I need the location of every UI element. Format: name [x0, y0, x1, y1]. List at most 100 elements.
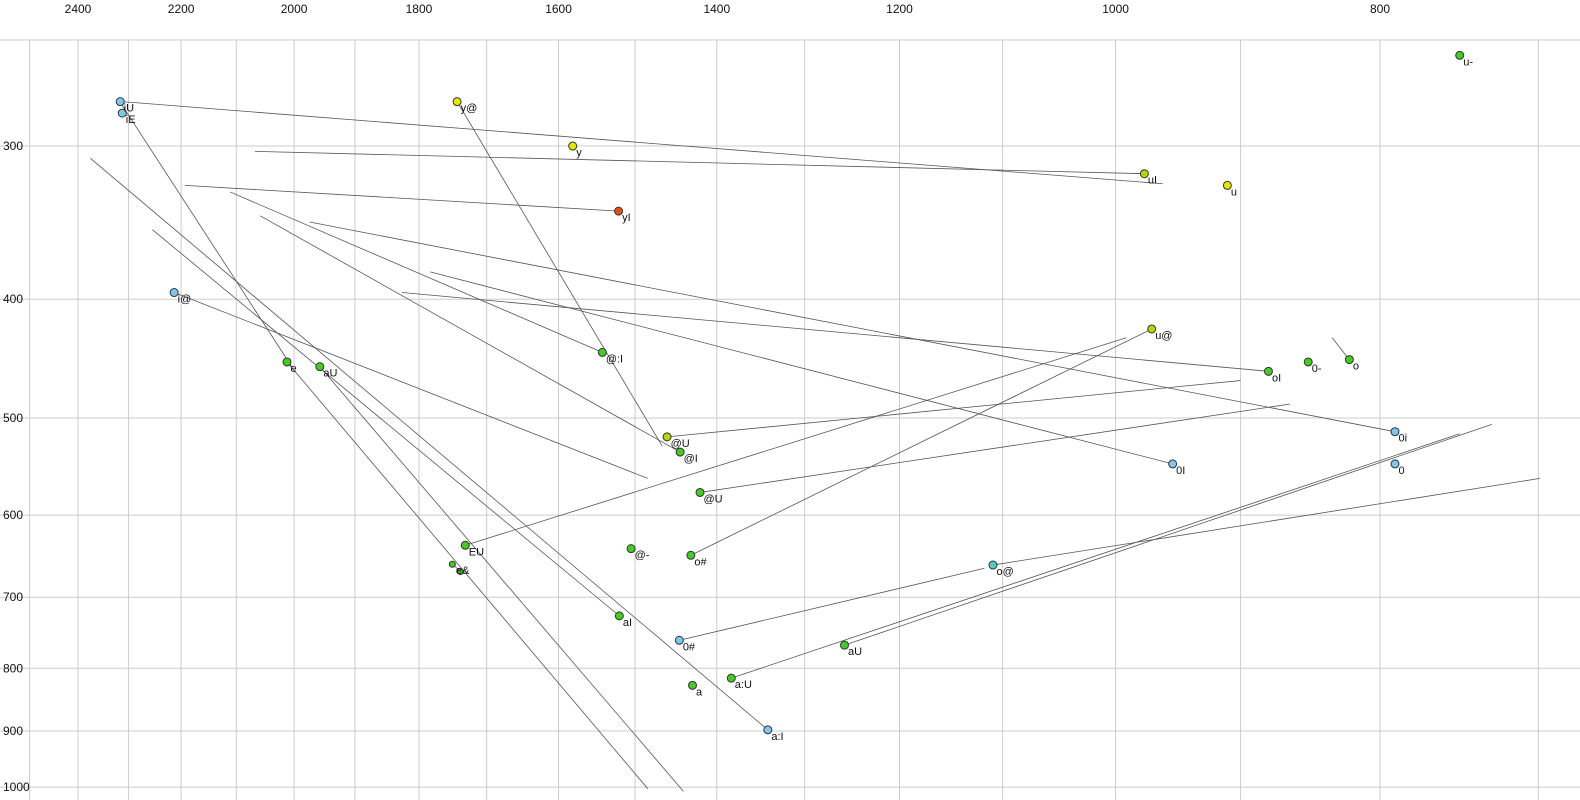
vowel-point--u[interactable]: [695, 487, 705, 497]
point-label-o-: o@: [996, 566, 1013, 578]
vowel-point-y-[interactable]: [452, 97, 462, 107]
vowel-point-i-[interactable]: [169, 288, 179, 298]
y-tick-label: 600: [3, 508, 23, 522]
trajectory-line: [173, 292, 648, 479]
point-label-au: aU: [848, 646, 862, 658]
point-label-yi: yI: [622, 212, 631, 224]
vowel-point-iu[interactable]: [115, 97, 125, 107]
grid-layer: [0, 39, 1580, 800]
vowel-point-au[interactable]: [315, 362, 325, 372]
trajectory-line: [260, 215, 681, 453]
trajectory-line: [430, 271, 1173, 465]
point-label--u: @U: [704, 493, 723, 505]
vowel-point-au[interactable]: [840, 640, 850, 650]
vowel-point--u[interactable]: [662, 432, 672, 442]
vowel-point-y[interactable]: [568, 141, 578, 151]
vowel-point-ai[interactable]: [614, 611, 624, 621]
vowel-point-u-[interactable]: [1147, 324, 1157, 334]
vowel-point-0i[interactable]: [1390, 427, 1400, 437]
trajectory-line: [731, 433, 1460, 679]
y-tick-label: 900: [3, 724, 23, 738]
vowel-point-ie[interactable]: [117, 108, 127, 118]
trajectory-line: [465, 337, 1127, 546]
trajectory-line: [699, 403, 1291, 493]
vowel-point-0[interactable]: [1390, 459, 1400, 469]
trajectory-line: [690, 328, 1152, 556]
trajectory-line: [1331, 337, 1350, 360]
trajectory-line: [844, 424, 1492, 646]
trajectory-line: [152, 229, 620, 617]
x-tick-label: 1000: [1102, 2, 1129, 16]
trajectory-line: [122, 101, 1163, 185]
point-label-a-u: a:U: [735, 679, 752, 691]
point-label-o-: o#: [694, 556, 707, 568]
point-layer: [115, 50, 1465, 735]
vowel-point-o-[interactable]: [988, 560, 998, 570]
trajectory-line: [121, 105, 293, 367]
vowel-point-o-[interactable]: [686, 550, 696, 560]
vowel-point-a-i[interactable]: [763, 725, 773, 735]
vowel-point-ui[interactable]: [1139, 169, 1149, 179]
trajectory-line: [286, 361, 649, 789]
vowel-point-u-[interactable]: [1455, 50, 1465, 60]
point-label-ui: uI: [1148, 175, 1157, 187]
trajectory-line: [184, 184, 619, 212]
x-tick-label: 2000: [281, 2, 308, 16]
vowel-point--i[interactable]: [675, 447, 685, 457]
vowel-point-oi[interactable]: [1263, 366, 1273, 376]
y-tick-label: 1000: [3, 780, 30, 794]
point-label-0-: 0#: [683, 641, 696, 653]
trajectory-line: [401, 292, 1269, 372]
point-label-a-i: a:I: [771, 731, 783, 743]
point-label-e: e: [290, 363, 296, 375]
point-label-e-: e&: [456, 565, 470, 577]
point-label-0: 0: [1398, 465, 1404, 477]
point-label-y-: y@: [461, 103, 478, 115]
y-tick-label: 300: [3, 139, 23, 153]
trajectory-line: [667, 380, 1241, 438]
vowel-point-a-u[interactable]: [726, 673, 736, 683]
point-label-0i: 0I: [1176, 465, 1185, 477]
point-label-u: u: [1231, 186, 1237, 198]
y-tick-label: 700: [3, 590, 23, 604]
point-label-iu: iU: [124, 103, 134, 115]
y-tick-label: 500: [3, 411, 23, 425]
vowel-point-unlabeled[interactable]: [457, 567, 465, 575]
trajectory-line: [319, 366, 684, 792]
vowel-point-u[interactable]: [1222, 180, 1232, 190]
vowel-point--i[interactable]: [597, 347, 607, 357]
point-label-o: o: [1353, 361, 1359, 373]
point-label--u: @U: [671, 438, 690, 450]
vowel-point-0i[interactable]: [1168, 459, 1178, 469]
y-tick-label: 400: [3, 292, 23, 306]
point-label-u-: u-: [1463, 56, 1473, 68]
vowel-point-0-[interactable]: [1303, 357, 1313, 367]
vowel-point-e[interactable]: [282, 357, 292, 367]
x-tick-label: 1800: [406, 2, 433, 16]
point-label-oi: oI: [1272, 372, 1281, 384]
vowel-point-o[interactable]: [1344, 355, 1354, 365]
vowel-point-0-[interactable]: [674, 635, 684, 645]
point-label--: @-: [635, 550, 650, 562]
trajectory-line: [229, 191, 603, 353]
point-label-au: aU: [323, 368, 337, 380]
point-label-ai: aI: [623, 617, 632, 629]
vowel-point-a[interactable]: [688, 680, 698, 690]
axis-layer: 2400 2200 2000 1800 1600 1400 1200 1000 800 300 40…: [3, 2, 1390, 794]
point-label-0-: 0-: [1312, 363, 1322, 375]
vowel-point-e-[interactable]: [448, 560, 456, 568]
point-label-u-: u@: [1155, 330, 1172, 342]
point-label-a: a: [696, 686, 703, 698]
vowel-point-yi[interactable]: [614, 206, 624, 216]
vowel-point--[interactable]: [626, 544, 636, 554]
vowel-point-eu[interactable]: [460, 540, 470, 550]
x-tick-label: 800: [1370, 2, 1390, 16]
point-label--i: @:I: [606, 353, 623, 365]
x-tick-label: 1400: [703, 2, 730, 16]
point-label-i-: i@: [178, 294, 192, 306]
trajectory-layer: [90, 101, 1541, 792]
x-tick-label: 1600: [545, 2, 572, 16]
point-label-ie: iE: [126, 114, 136, 126]
